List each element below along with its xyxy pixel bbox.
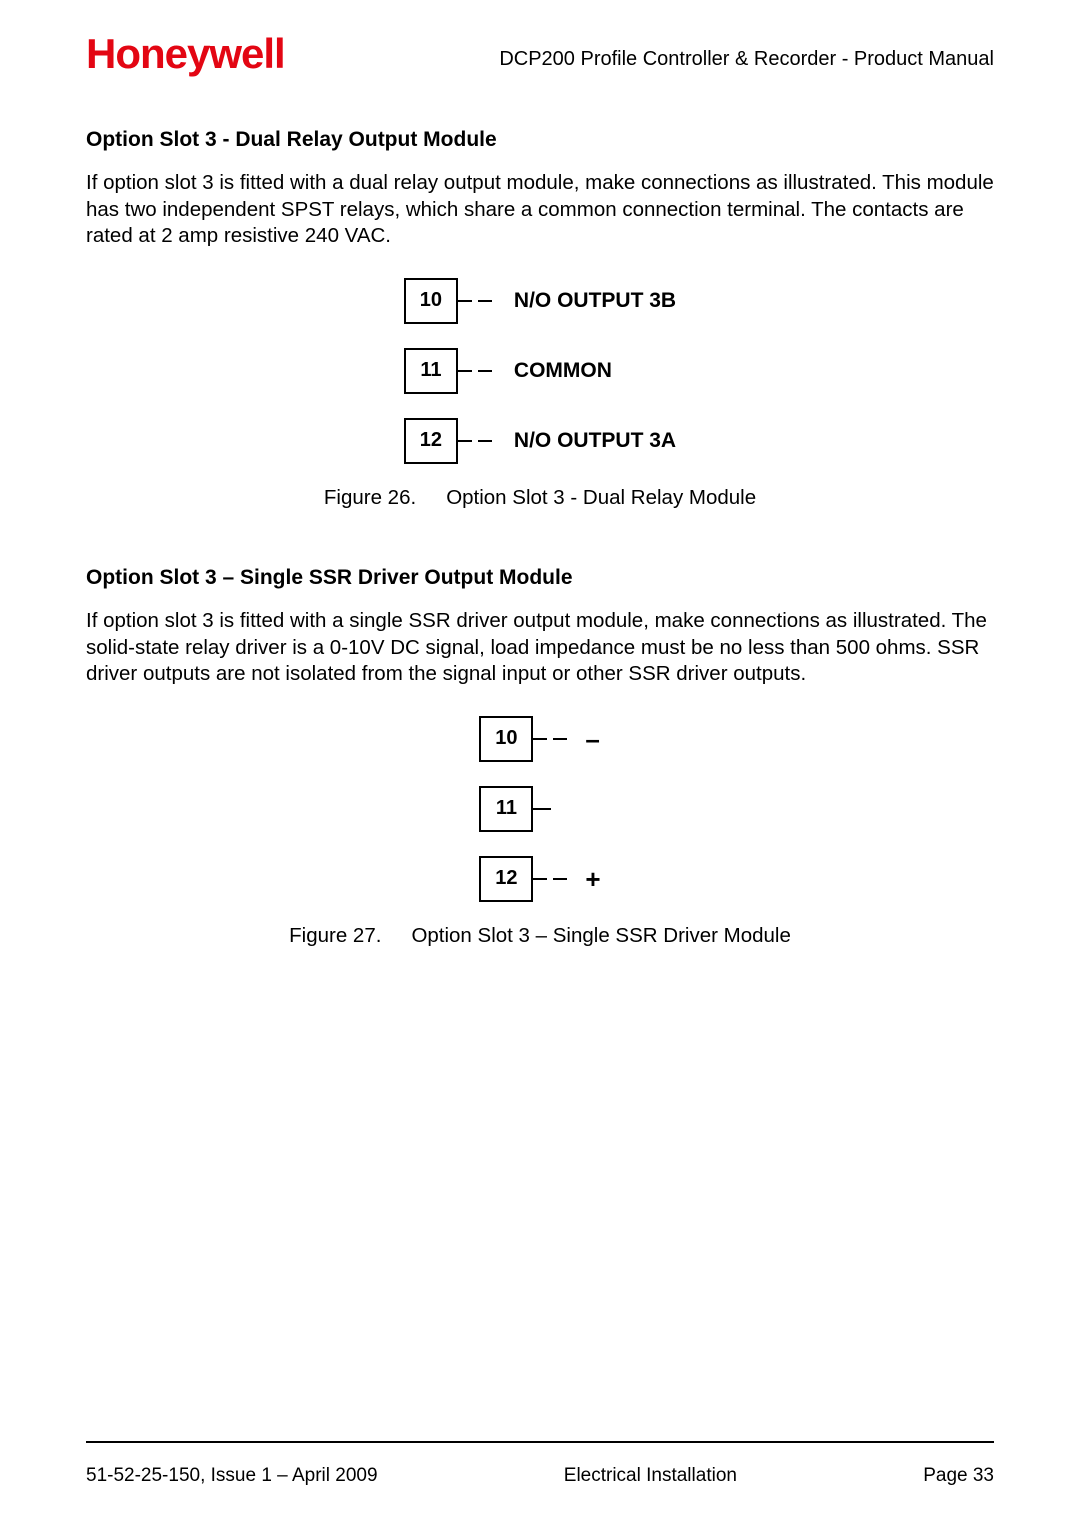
terminal-sign-plus: + <box>585 866 600 892</box>
terminal-row: 12 + <box>479 856 600 902</box>
terminal-label: COMMON <box>514 359 612 383</box>
section-body-ssr: If option slot 3 is fitted with a single… <box>86 608 994 688</box>
section-body-dual-relay: If option slot 3 is fitted with a dual r… <box>86 170 994 250</box>
page-header: Honeywell DCP200 Profile Controller & Re… <box>86 30 994 78</box>
terminal-lead <box>533 878 567 881</box>
figure-number: Figure 27. <box>289 924 381 948</box>
section-heading-dual-relay: Option Slot 3 - Dual Relay Output Module <box>86 128 994 152</box>
terminal-label: N/O OUTPUT 3A <box>514 429 676 453</box>
figure-number: Figure 26. <box>324 486 416 510</box>
diagram-dual-relay: 10 N/O OUTPUT 3B 11 COMMON 12 N/O OUTPUT… <box>86 278 994 476</box>
terminal-row: 11 <box>479 786 600 832</box>
terminal-box: 12 <box>404 418 458 464</box>
figure-caption: Figure 27. Option Slot 3 – Single SSR Dri… <box>86 924 994 948</box>
terminal-rows: 10 – 11 12 + <box>479 716 600 902</box>
terminal-label: N/O OUTPUT 3B <box>514 289 676 313</box>
terminal-box: 10 <box>404 278 458 324</box>
figure-caption: Figure 26. Option Slot 3 - Dual Relay Mod… <box>86 486 994 510</box>
terminal-box: 10 <box>479 716 533 762</box>
footer-right: Page 33 <box>923 1465 994 1487</box>
terminal-box: 11 <box>404 348 458 394</box>
terminal-lead <box>533 738 567 741</box>
terminal-lead <box>458 440 492 443</box>
section-heading-ssr: Option Slot 3 – Single SSR Driver Output… <box>86 566 994 590</box>
terminal-row: 11 COMMON <box>404 348 676 394</box>
terminal-row: 10 – <box>479 716 600 762</box>
footer-row: 51-52-25-150, Issue 1 – April 2009 Elect… <box>86 1465 994 1487</box>
terminal-rows: 10 N/O OUTPUT 3B 11 COMMON 12 N/O OUTPUT… <box>404 278 676 464</box>
figure-text: Option Slot 3 – Single SSR Driver Module <box>411 924 790 947</box>
footer-center: Electrical Installation <box>564 1465 737 1487</box>
terminal-lead <box>533 808 551 811</box>
terminal-row: 12 N/O OUTPUT 3A <box>404 418 676 464</box>
footer-left: 51-52-25-150, Issue 1 – April 2009 <box>86 1465 378 1487</box>
terminal-row: 10 N/O OUTPUT 3B <box>404 278 676 324</box>
diagram-ssr: 10 – 11 12 + <box>86 716 994 914</box>
page: Honeywell DCP200 Profile Controller & Re… <box>0 0 1080 1527</box>
honeywell-logo: Honeywell <box>86 30 285 78</box>
terminal-lead <box>458 300 492 303</box>
page-footer: 51-52-25-150, Issue 1 – April 2009 Elect… <box>86 1441 994 1487</box>
document-title: DCP200 Profile Controller & Recorder - P… <box>499 48 994 71</box>
figure-text: Option Slot 3 - Dual Relay Module <box>446 486 756 509</box>
terminal-lead <box>458 370 492 373</box>
footer-rule <box>86 1441 994 1443</box>
terminal-box: 12 <box>479 856 533 902</box>
terminal-sign-minus: – <box>585 726 599 752</box>
terminal-box: 11 <box>479 786 533 832</box>
